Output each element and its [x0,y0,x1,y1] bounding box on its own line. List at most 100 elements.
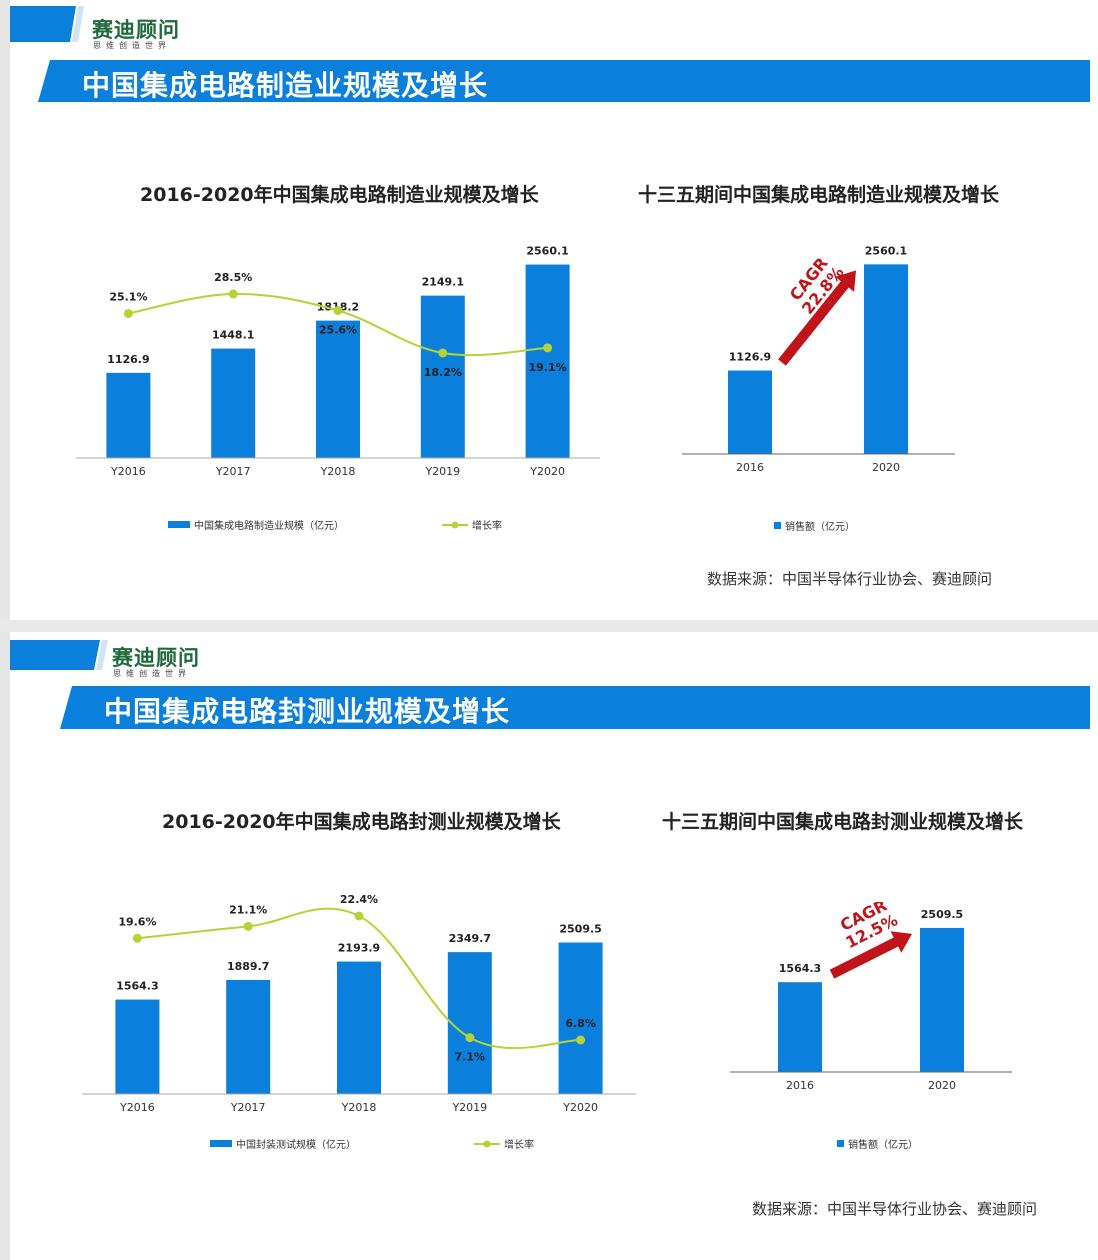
x-tick-label: 2016 [736,461,764,474]
bar [447,952,492,1094]
combo-chart-packaging: 1564.3 Y2016 1889.7 Y2017 2193.9 Y2018 2349.7 Y… [82,893,636,1151]
header-corner-block [10,6,76,42]
legend-swatch-bar [774,522,781,529]
growth-rate-point [438,348,448,358]
x-tick-label: Y2017 [230,1101,266,1114]
header-graphics [10,640,1090,729]
x-tick-label: Y2016 [119,1101,155,1114]
x-tick-label: Y2019 [424,465,460,478]
growth-rate-label: 22.4% [340,893,378,906]
header-graphics [10,6,1090,102]
legend-label: 中国封装测试规模（亿元） [236,1138,356,1151]
bar [864,264,908,454]
legend-label: 销售额（亿元） [785,520,855,533]
x-tick-label: 2020 [872,461,900,474]
growth-rate-label: 6.8% [565,1017,596,1030]
bar [558,942,603,1094]
x-tick-label: Y2019 [451,1101,487,1114]
growth-rate-label: 25.1% [109,290,147,303]
bar-value-label: 1126.9 [729,351,771,364]
data-source: 数据来源：中国半导体行业协会、赛迪顾问 [752,1200,1038,1218]
page-title: 中国集成电路封测业规模及增长 [104,695,511,728]
combo-chart-manufacturing: 1126.9Y20161448.1Y20171818.2Y20182149.1Y… [76,245,600,532]
bar [106,372,151,458]
slide-gutter [0,0,10,620]
bar [115,999,160,1094]
bar [525,264,570,458]
cagr-arrow [829,931,912,979]
growth-rate-label: 19.6% [118,915,156,928]
bar-value-label: 2560.1 [526,245,568,258]
bar-value-label: 2193.9 [338,942,380,955]
growth-rate-point [243,921,253,931]
bar [728,370,772,454]
cagr-arrow-shape [829,931,912,979]
x-tick-label: Y2017 [215,465,251,478]
x-tick-label: Y2020 [562,1101,598,1114]
data-source: 数据来源：中国半导体行业协会、赛迪顾问 [707,570,993,588]
legend-swatch-bar [837,1140,844,1147]
growth-rate-label: 7.1% [455,1051,486,1064]
header-corner-stripe [96,640,108,670]
growth-rate-point [132,933,142,943]
page-title: 中国集成电路制造业规模及增长 [82,69,489,102]
logo-slogan: 思维创造世界 [93,41,171,50]
bar-value-label: 2509.5 [921,908,963,921]
bar [316,320,360,458]
growth-rate-label: 21.1% [229,903,267,916]
legend-swatch-marker [451,521,459,529]
legend-swatch-bar [210,1140,232,1147]
x-tick-label: Y2018 [320,465,356,478]
bar-value-label: 1564.3 [779,962,821,975]
growth-rate-label: 28.5% [214,271,252,284]
growth-rate-label: 18.2% [424,366,462,379]
growth-rate-label: 25.6% [319,324,357,337]
slide-packaging: 赛迪顾问 思维创造世界 中国集成电路封测业规模及增长 2016-2020年中国集… [0,632,1098,1260]
bar-value-label: 1564.3 [116,980,158,993]
legend-label: 销售额（亿元） [848,1138,918,1151]
bar-value-label: 1889.7 [227,960,269,973]
chart-title: 十三五期间中国集成电路制造业规模及增长 [638,184,1000,206]
bar-value-label: 2509.5 [559,923,601,936]
bar [920,927,964,1072]
x-tick-label: 2016 [786,1079,814,1092]
logo-name: 赛迪顾问 [112,645,200,670]
growth-rate-point [576,1035,586,1045]
bar [420,295,465,458]
bar-value-label: 1448.1 [212,329,254,342]
x-tick-label: Y2016 [110,465,146,478]
chart-title: 十三五期间中国集成电路封测业规模及增长 [662,811,1024,833]
bar-value-label: 2149.1 [422,276,464,289]
cagr-arrow [778,270,856,366]
bar [337,961,381,1094]
growth-rate-point [354,911,364,921]
legend-label: 增长率 [504,1138,534,1151]
growth-rate-point [333,306,343,316]
chart-title: 2016-2020年中国集成电路制造业规模及增长 [140,184,539,206]
growth-rate-point [543,343,553,353]
x-tick-label: Y2020 [529,465,565,478]
cagr-arrow-shape [778,270,856,366]
header-corner-stripe [72,6,84,42]
growth-rate-label: 19.1% [529,361,567,374]
growth-rate-point [228,289,238,299]
legend-swatch-bar [168,521,190,528]
slide-separator [0,620,1098,632]
bar [226,979,271,1094]
header-corner-block [10,640,100,670]
title-banner [60,686,1090,729]
chart-title: 2016-2020年中国集成电路封测业规模及增长 [162,811,561,833]
legend-swatch-marker [483,1140,491,1148]
growth-rate-point [123,308,133,318]
bar-value-label: 2349.7 [449,932,491,945]
bar [211,348,256,458]
x-tick-label: 2020 [928,1079,956,1092]
x-tick-label: Y2018 [341,1101,377,1114]
bar-value-label: 1126.9 [107,353,149,366]
logo-slogan: 思维创造世界 [113,669,191,678]
bar [778,982,822,1072]
logo-name: 赛迪顾问 [92,17,180,42]
